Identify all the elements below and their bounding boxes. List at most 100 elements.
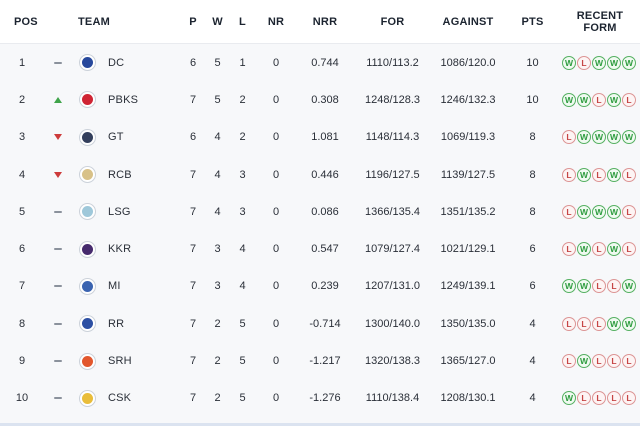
header-for: FOR xyxy=(380,15,405,28)
form-badge: L xyxy=(592,354,606,369)
recent-form: L W L W L xyxy=(560,242,640,257)
trend-icon xyxy=(44,134,72,141)
team-logo xyxy=(72,91,102,109)
net-run-rate: 0.446 xyxy=(311,168,339,181)
net-run-rate: -1.217 xyxy=(309,355,341,368)
matches-played: 7 xyxy=(189,168,197,181)
runs-against: 1350/135.0 xyxy=(440,317,496,330)
points: 6 xyxy=(529,243,536,256)
matches-lost: 5 xyxy=(239,317,246,330)
runs-for: 1079/127.4 xyxy=(364,243,421,256)
form-badge: L xyxy=(622,92,636,107)
form-badge: L xyxy=(592,242,606,257)
matches-lost: 3 xyxy=(239,205,246,218)
position: 2 xyxy=(18,93,26,106)
recent-form: L W L L L xyxy=(560,354,640,369)
runs-against: 1351/135.2 xyxy=(440,205,496,218)
matches-lost: 2 xyxy=(239,93,246,106)
no-results: 0 xyxy=(272,93,280,106)
header-nrr: NRR xyxy=(312,15,338,28)
team-logo xyxy=(72,277,102,295)
table-row[interactable]: 1 DC 6 5 1 0 0.744 1110/113.2 1086/120.0… xyxy=(0,44,640,81)
table-row[interactable]: 4 RCB 7 4 3 0 0.446 1196/127.5 1139/127.… xyxy=(0,156,640,193)
runs-against: 1246/132.3 xyxy=(440,93,496,106)
matches-won: 3 xyxy=(214,243,221,256)
form-badge: W xyxy=(577,204,591,219)
team-logo xyxy=(72,128,102,146)
no-results: 0 xyxy=(272,355,280,368)
points: 6 xyxy=(529,280,536,293)
form-badge: L xyxy=(562,130,576,145)
recent-form: W W L L W xyxy=(560,279,640,294)
team-logo xyxy=(72,240,102,258)
no-results: 0 xyxy=(272,168,280,181)
net-run-rate: -0.714 xyxy=(309,317,341,330)
form-badge: W xyxy=(622,130,636,145)
runs-against: 1021/129.1 xyxy=(440,243,496,256)
recent-form: W L L L L xyxy=(560,391,640,406)
form-badge: W xyxy=(592,130,606,145)
header-lost: L xyxy=(239,15,246,28)
recent-form: W W L W L xyxy=(560,92,640,107)
form-badge: L xyxy=(577,391,591,406)
form-badge: W xyxy=(562,92,576,107)
net-run-rate: 0.547 xyxy=(311,243,339,256)
header-pts: PTS xyxy=(521,15,544,28)
form-badge: L xyxy=(577,316,591,331)
matches-won: 4 xyxy=(214,205,221,218)
matches-won: 2 xyxy=(214,392,221,405)
matches-lost: 2 xyxy=(239,131,246,144)
team-name: CSK xyxy=(108,392,132,405)
runs-against: 1208/130.1 xyxy=(440,392,496,405)
form-badge: W xyxy=(607,316,621,331)
team-name: SRH xyxy=(108,355,132,368)
matches-lost: 3 xyxy=(239,168,246,181)
form-badge: L xyxy=(622,167,636,182)
form-badge: W xyxy=(607,130,621,145)
header-played: P xyxy=(189,15,197,28)
matches-played: 7 xyxy=(189,205,197,218)
form-badge: W xyxy=(607,167,621,182)
form-badge: W xyxy=(577,242,591,257)
no-results: 0 xyxy=(272,280,280,293)
matches-won: 2 xyxy=(214,355,221,368)
trend-icon xyxy=(44,248,72,251)
points: 8 xyxy=(529,205,536,218)
table-row[interactable]: 5 LSG 7 4 3 0 0.086 1366/135.4 1351/135.… xyxy=(0,193,640,230)
form-badge: W xyxy=(562,279,576,294)
runs-for: 1248/128.3 xyxy=(364,93,421,106)
table-row[interactable]: 3 GT 6 4 2 0 1.081 1148/114.3 1069/119.3… xyxy=(0,119,640,156)
table-row[interactable]: 6 KKR 7 3 4 0 0.547 1079/127.4 1021/129.… xyxy=(0,230,640,267)
matches-won: 5 xyxy=(214,93,221,106)
trend-icon xyxy=(44,397,72,400)
matches-won: 3 xyxy=(214,280,221,293)
form-badge: L xyxy=(607,391,621,406)
runs-against: 1249/139.1 xyxy=(440,280,496,293)
matches-won: 4 xyxy=(214,168,221,181)
header-team: TEAM xyxy=(78,15,110,28)
table-row[interactable]: 2 PBKS 7 5 2 0 0.308 1248/128.3 1246/132… xyxy=(0,81,640,118)
team-name: LSG xyxy=(108,205,131,218)
matches-lost: 1 xyxy=(239,56,246,69)
no-results: 0 xyxy=(272,56,280,69)
position: 9 xyxy=(18,355,26,368)
table-row[interactable]: 7 MI 7 3 4 0 0.239 1207/131.0 1249/139.1… xyxy=(0,268,640,305)
form-badge: L xyxy=(562,316,576,331)
header-recent-form: RECENT FORM xyxy=(576,9,624,34)
form-badge: W xyxy=(577,167,591,182)
team-logo xyxy=(72,315,102,333)
net-run-rate: 0.086 xyxy=(311,205,339,218)
trend-icon xyxy=(44,322,72,325)
table-row[interactable]: 10 CSK 7 2 5 0 -1.276 1110/138.4 1208/13… xyxy=(0,380,640,417)
runs-for: 1207/131.0 xyxy=(364,280,421,293)
trend-icon xyxy=(44,171,72,178)
matches-lost: 5 xyxy=(239,392,246,405)
table-row[interactable]: 9 SRH 7 2 5 0 -1.217 1320/138.3 1365/127… xyxy=(0,342,640,379)
trend-icon xyxy=(44,210,72,213)
table-row[interactable]: 8 RR 7 2 5 0 -0.714 1300/140.0 1350/135.… xyxy=(0,305,640,342)
runs-for: 1196/127.5 xyxy=(365,168,420,181)
runs-against: 1365/127.0 xyxy=(440,355,496,368)
trend-icon xyxy=(44,61,72,64)
runs-against: 1069/119.3 xyxy=(440,131,496,144)
